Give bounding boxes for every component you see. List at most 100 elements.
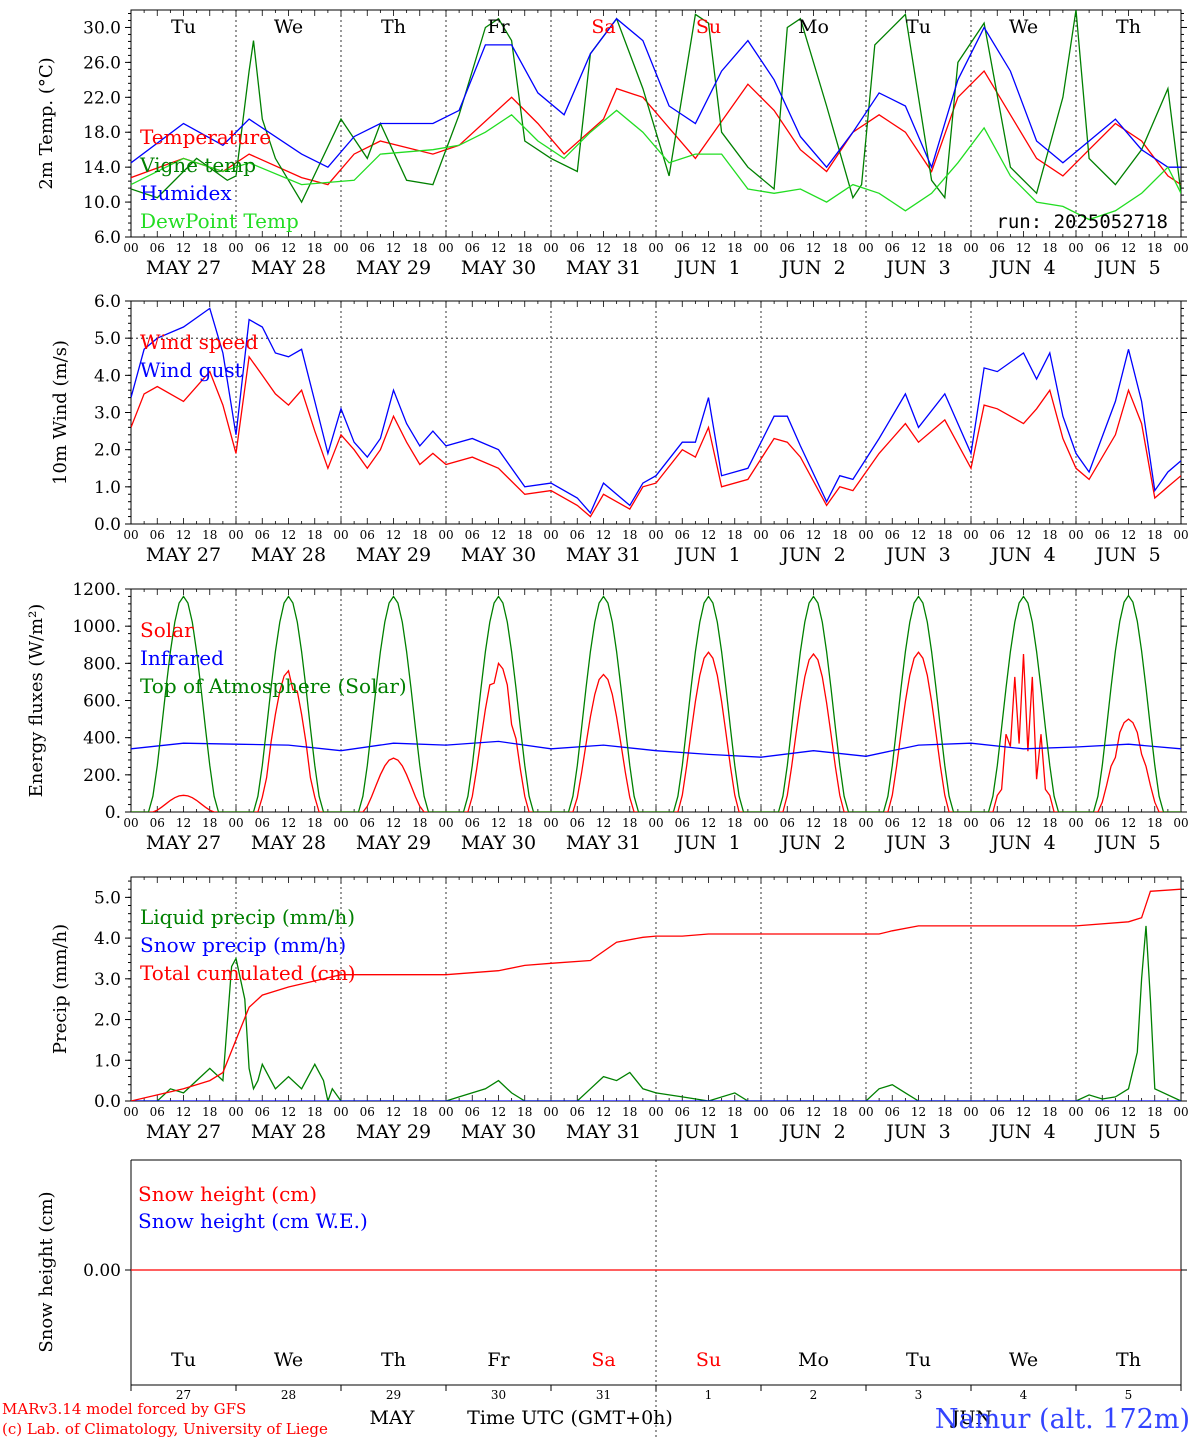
hour-label: 00 xyxy=(963,528,978,542)
y-tick-label: 6.0 xyxy=(94,228,121,248)
y-tick-label: 14.0 xyxy=(83,158,121,178)
hour-label: 18 xyxy=(727,241,742,255)
y-tick-label: 3.0 xyxy=(94,970,121,990)
hour-label: 00 xyxy=(1173,241,1188,255)
hour-label: 00 xyxy=(123,1105,138,1119)
plot-frame xyxy=(130,9,1182,238)
hour-label: 06 xyxy=(150,241,165,255)
hour-label: 18 xyxy=(727,816,742,830)
hour-label: 06 xyxy=(255,1105,270,1119)
date-label: JUN 3 xyxy=(884,1121,950,1143)
day-name: Sa xyxy=(591,1349,615,1371)
hour-label: 18 xyxy=(307,1105,322,1119)
legend-vigne-temp: Vigne temp xyxy=(139,153,256,177)
hour-label: 12 xyxy=(176,528,191,542)
date-label: JUN 1 xyxy=(674,257,740,279)
hour-label: 18 xyxy=(1147,241,1162,255)
legend-snow-height-cm-we: Snow height (cm W.E.) xyxy=(138,1209,368,1233)
hour-label: 00 xyxy=(858,816,873,830)
hour-label: 18 xyxy=(832,816,847,830)
date-label: JUN 1 xyxy=(674,1121,740,1143)
hour-label: 12 xyxy=(281,816,296,830)
y-tick-label: 1000. xyxy=(72,617,121,637)
day-name: Su xyxy=(696,1349,721,1371)
day-name: We xyxy=(274,16,303,38)
hour-label: 06 xyxy=(360,241,375,255)
hour-label: 00 xyxy=(438,528,453,542)
legend-wind-speed: Wind speed xyxy=(140,330,258,354)
hour-label: 18 xyxy=(1042,1105,1057,1119)
y-tick-label: 0.0 xyxy=(94,515,121,535)
hour-label: 12 xyxy=(911,816,926,830)
hour-label: 12 xyxy=(1121,1105,1136,1119)
hour-label: 06 xyxy=(675,528,690,542)
series-vigne-temp-line xyxy=(131,10,1181,204)
date-label: JUN 5 xyxy=(1094,832,1160,854)
hour-label: 06 xyxy=(570,816,585,830)
hour-label: 06 xyxy=(255,816,270,830)
day-name: Fr xyxy=(487,1349,510,1371)
series-temperature-line xyxy=(131,70,1181,186)
date-label: JUN 4 xyxy=(989,832,1055,854)
series-humidex-line xyxy=(131,17,1181,170)
hour-label: 12 xyxy=(1121,528,1136,542)
hour-label: 18 xyxy=(937,528,952,542)
date-label: MAY 30 xyxy=(461,544,536,566)
hour-label: 18 xyxy=(412,528,427,542)
hour-label: 12 xyxy=(491,1105,506,1119)
y-tick-label: 600. xyxy=(83,692,121,712)
hour-label: 00 xyxy=(333,528,348,542)
date-label: JUN 3 xyxy=(884,544,950,566)
hour-label: 18 xyxy=(622,241,637,255)
hour-label: 18 xyxy=(622,528,637,542)
date-label: MAY 28 xyxy=(251,1121,326,1143)
y-tick-label: 400. xyxy=(83,729,121,749)
hour-label: 18 xyxy=(1147,816,1162,830)
hour-label: 06 xyxy=(360,1105,375,1119)
hour-label: 18 xyxy=(622,816,637,830)
legend-infrared: Infrared xyxy=(140,646,224,670)
hour-label: 12 xyxy=(1121,241,1136,255)
y-tick-label: 30.0 xyxy=(83,18,121,38)
hour-label: 06 xyxy=(1095,1105,1110,1119)
day-name: Th xyxy=(1116,16,1141,38)
hour-label: 12 xyxy=(491,528,506,542)
y-tick-label: 4.0 xyxy=(94,366,121,386)
hour-label: 00 xyxy=(333,241,348,255)
hour-label: 12 xyxy=(806,816,821,830)
hour-label: 00 xyxy=(963,1105,978,1119)
day-name: Su xyxy=(696,16,721,38)
day-number: 3 xyxy=(915,1388,923,1402)
y-tick-label: 2.0 xyxy=(94,441,121,461)
series-wind-gust-line xyxy=(131,307,1181,515)
hour-label: 12 xyxy=(596,241,611,255)
time-axis-label: Time UTC (GMT+0h) xyxy=(467,1407,673,1429)
hour-label: 06 xyxy=(465,528,480,542)
day-name: Mo xyxy=(798,1349,829,1371)
date-label: MAY 27 xyxy=(146,544,221,566)
hour-label: 06 xyxy=(990,1105,1005,1119)
date-label: JUN 1 xyxy=(674,832,740,854)
hour-label: 00 xyxy=(333,1105,348,1119)
hour-label: 06 xyxy=(1095,528,1110,542)
hour-label: 18 xyxy=(307,528,322,542)
y-tick-label: 3.0 xyxy=(94,404,121,424)
hour-label: 12 xyxy=(596,1105,611,1119)
day-number: 28 xyxy=(281,1388,296,1402)
hour-label: 12 xyxy=(386,528,401,542)
series-liquid-precip-mm-h-line xyxy=(131,925,1181,1101)
hour-label: 12 xyxy=(806,1105,821,1119)
date-label: MAY 28 xyxy=(251,544,326,566)
hour-label: 18 xyxy=(1147,1105,1162,1119)
hour-label: 06 xyxy=(990,241,1005,255)
hour-label: 06 xyxy=(675,1105,690,1119)
day-name: We xyxy=(1009,1349,1038,1371)
hour-label: 00 xyxy=(1068,1105,1083,1119)
hour-label: 12 xyxy=(281,528,296,542)
hour-label: 00 xyxy=(963,816,978,830)
hour-label: 18 xyxy=(412,1105,427,1119)
hour-label: 00 xyxy=(438,1105,453,1119)
hour-label: 12 xyxy=(701,241,716,255)
date-label: MAY 31 xyxy=(566,832,641,854)
hour-label: 12 xyxy=(386,241,401,255)
